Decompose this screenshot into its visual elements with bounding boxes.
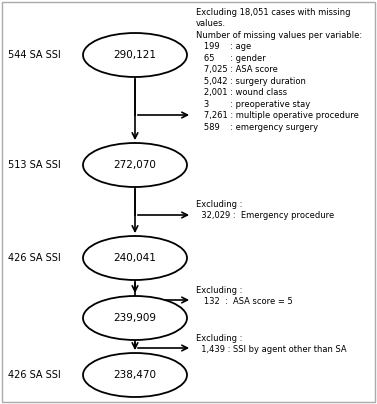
Text: Excluding :
   132  :  ASA score = 5: Excluding : 132 : ASA score = 5 [196, 286, 293, 307]
Text: 290,121: 290,121 [113, 50, 156, 60]
Ellipse shape [83, 236, 187, 280]
Text: 238,470: 238,470 [113, 370, 156, 380]
Text: 544 SA SSI: 544 SA SSI [8, 50, 61, 60]
Ellipse shape [83, 296, 187, 340]
Text: 426 SA SSI: 426 SA SSI [8, 253, 61, 263]
Text: 513 SA SSI: 513 SA SSI [8, 160, 61, 170]
Ellipse shape [83, 353, 187, 397]
Ellipse shape [83, 33, 187, 77]
Text: 426 SA SSI: 426 SA SSI [8, 370, 61, 380]
Text: 239,909: 239,909 [113, 313, 156, 323]
Text: 272,070: 272,070 [113, 160, 156, 170]
Text: Excluding :
  32,029 :  Emergency procedure: Excluding : 32,029 : Emergency procedure [196, 200, 334, 221]
Text: Excluding :
  1,439 : SSI by agent other than SA: Excluding : 1,439 : SSI by agent other t… [196, 334, 346, 354]
Ellipse shape [83, 143, 187, 187]
Text: Excluding 18,051 cases with missing
values.
Number of missing values per variabl: Excluding 18,051 cases with missing valu… [196, 8, 362, 131]
Text: 240,041: 240,041 [113, 253, 156, 263]
